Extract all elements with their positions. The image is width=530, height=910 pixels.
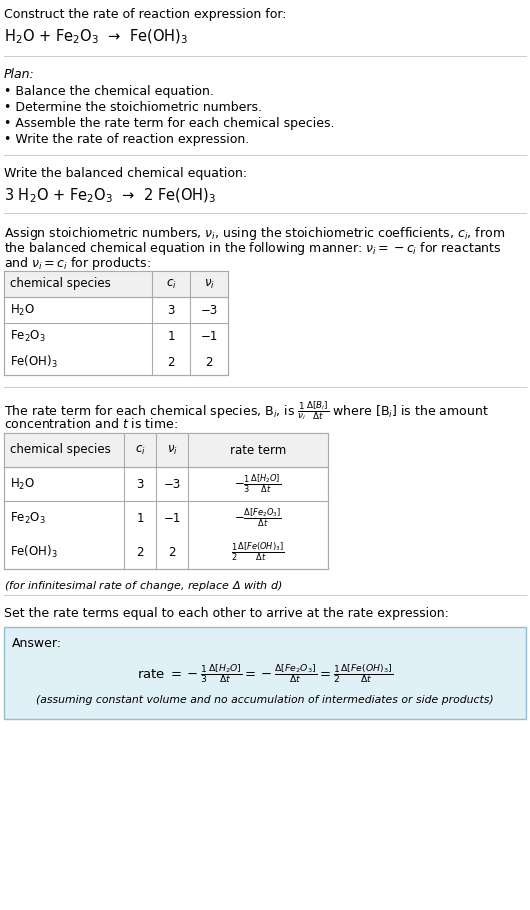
- Text: rate term: rate term: [230, 443, 286, 457]
- Text: $\nu_i$: $\nu_i$: [166, 443, 178, 457]
- Text: The rate term for each chemical species, B$_i$, is $\frac{1}{\nu_i}\frac{\Delta[: The rate term for each chemical species,…: [4, 399, 489, 421]
- Text: −1: −1: [163, 511, 181, 524]
- FancyBboxPatch shape: [4, 627, 526, 719]
- Text: and $\nu_i = c_i$ for products:: and $\nu_i = c_i$ for products:: [4, 255, 151, 272]
- Text: 3: 3: [167, 304, 175, 317]
- Text: 2: 2: [205, 356, 213, 369]
- Text: −1: −1: [200, 329, 218, 342]
- Text: Answer:: Answer:: [12, 637, 62, 650]
- Bar: [4, 433, 328, 467]
- Bar: [4, 433, 328, 569]
- Text: H$_2$O: H$_2$O: [10, 302, 35, 318]
- Text: $\frac{1}{2}\frac{\Delta[Fe(OH)_3]}{\Delta t}$: $\frac{1}{2}\frac{\Delta[Fe(OH)_3]}{\Del…: [231, 541, 285, 563]
- Text: 1: 1: [167, 329, 175, 342]
- Text: Assign stoichiometric numbers, $\nu_i$, using the stoichiometric coefficients, $: Assign stoichiometric numbers, $\nu_i$, …: [4, 225, 505, 242]
- Text: $\nu_i$: $\nu_i$: [204, 278, 215, 290]
- Text: rate $= -\frac{1}{3}\frac{\Delta[H_2O]}{\Delta t} = -\frac{\Delta[Fe_2O_3]}{\Del: rate $= -\frac{1}{3}\frac{\Delta[H_2O]}{…: [137, 662, 393, 685]
- Bar: [4, 271, 228, 375]
- Text: Write the balanced chemical equation:: Write the balanced chemical equation:: [4, 167, 247, 180]
- Text: $c_i$: $c_i$: [135, 443, 145, 457]
- Text: • Determine the stoichiometric numbers.: • Determine the stoichiometric numbers.: [4, 101, 262, 114]
- Text: Plan:: Plan:: [4, 68, 35, 81]
- Text: Fe$_2$O$_3$: Fe$_2$O$_3$: [10, 511, 46, 526]
- Text: • Assemble the rate term for each chemical species.: • Assemble the rate term for each chemic…: [4, 117, 334, 130]
- Text: Fe$_2$O$_3$: Fe$_2$O$_3$: [10, 329, 46, 344]
- Text: the balanced chemical equation in the following manner: $\nu_i = -c_i$ for react: the balanced chemical equation in the fo…: [4, 240, 501, 257]
- Bar: [4, 271, 228, 297]
- Text: 2: 2: [168, 545, 176, 559]
- Text: Construct the rate of reaction expression for:: Construct the rate of reaction expressio…: [4, 8, 287, 21]
- Text: Set the rate terms equal to each other to arrive at the rate expression:: Set the rate terms equal to each other t…: [4, 607, 449, 620]
- Text: Fe(OH)$_3$: Fe(OH)$_3$: [10, 354, 58, 370]
- Text: • Balance the chemical equation.: • Balance the chemical equation.: [4, 85, 214, 98]
- Text: 3: 3: [136, 478, 144, 490]
- Text: 2: 2: [167, 356, 175, 369]
- Text: −3: −3: [163, 478, 181, 490]
- Text: (assuming constant volume and no accumulation of intermediates or side products): (assuming constant volume and no accumul…: [36, 695, 494, 705]
- Text: • Write the rate of reaction expression.: • Write the rate of reaction expression.: [4, 133, 249, 146]
- Text: $c_i$: $c_i$: [166, 278, 176, 290]
- Text: 3 H$_2$O + Fe$_2$O$_3$  →  2 Fe(OH)$_3$: 3 H$_2$O + Fe$_2$O$_3$ → 2 Fe(OH)$_3$: [4, 187, 216, 206]
- Text: H$_2$O: H$_2$O: [10, 477, 35, 491]
- Text: chemical species: chemical species: [10, 443, 111, 457]
- Text: 1: 1: [136, 511, 144, 524]
- Text: −3: −3: [200, 304, 218, 317]
- Text: Fe(OH)$_3$: Fe(OH)$_3$: [10, 544, 58, 560]
- Text: chemical species: chemical species: [10, 278, 111, 290]
- Text: $-\frac{1}{3}\frac{\Delta[H_2O]}{\Delta t}$: $-\frac{1}{3}\frac{\Delta[H_2O]}{\Delta …: [234, 473, 281, 495]
- Text: $-\frac{\Delta[Fe_2O_3]}{\Delta t}$: $-\frac{\Delta[Fe_2O_3]}{\Delta t}$: [234, 507, 282, 530]
- Text: H$_2$O + Fe$_2$O$_3$  →  Fe(OH)$_3$: H$_2$O + Fe$_2$O$_3$ → Fe(OH)$_3$: [4, 28, 188, 46]
- Text: (for infinitesimal rate of change, replace Δ with $d$): (for infinitesimal rate of change, repla…: [4, 579, 282, 593]
- Text: concentration and $t$ is time:: concentration and $t$ is time:: [4, 417, 178, 431]
- Text: 2: 2: [136, 545, 144, 559]
